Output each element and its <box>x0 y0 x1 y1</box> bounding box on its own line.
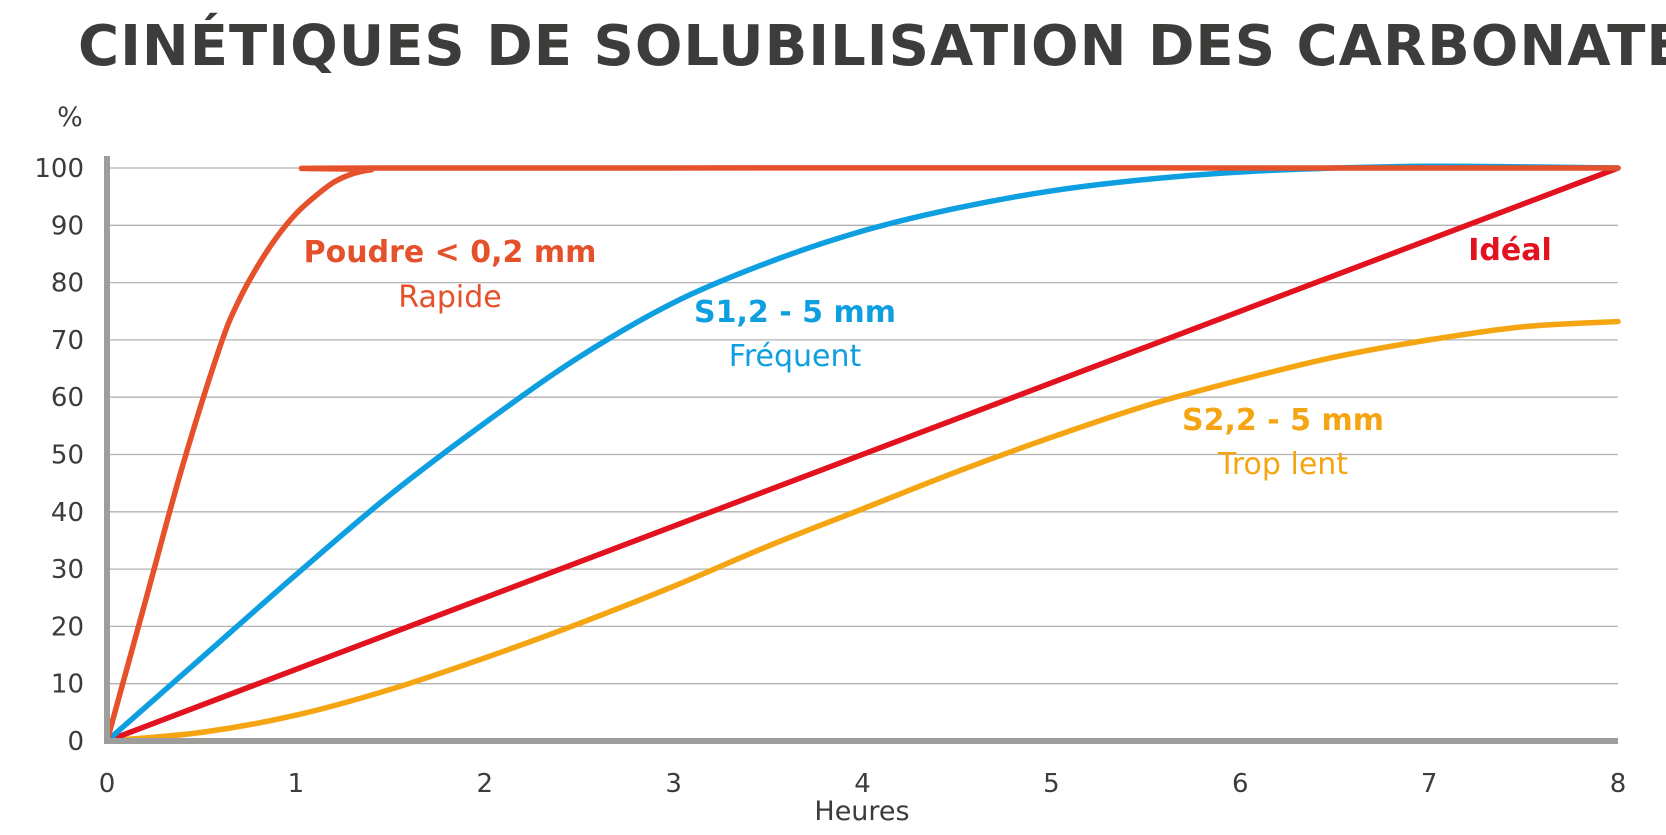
x-tick-label: 8 <box>1610 769 1627 799</box>
y-tick-label: 20 <box>51 612 84 642</box>
y-tick-label: 90 <box>51 211 84 241</box>
page-title: CINÉTIQUES DE SOLUBILISATION DES CARBONA… <box>78 14 1666 79</box>
x-tick-label: 2 <box>476 769 493 799</box>
x-tick-label: 5 <box>1043 769 1060 799</box>
series-line-s22 <box>104 318 1621 744</box>
s22-sublabel: Trop lent <box>1217 447 1348 482</box>
x-tick-label: 3 <box>665 769 682 799</box>
x-axis-title: Heures <box>814 796 909 827</box>
y-tick-label: 50 <box>51 441 84 471</box>
tick-labels: 0 10 20 30 40 50 60 70 80 90 100 0 1 2 3 4 5 6 7 8 <box>34 154 1626 799</box>
y-tick-label: 30 <box>51 555 84 585</box>
s12-sublabel: Fréquent <box>729 339 862 374</box>
poudre-label: Poudre < 0,2 mm <box>304 235 597 270</box>
y-tick-label: 100 <box>34 154 84 184</box>
x-tick-label: 4 <box>854 769 871 799</box>
x-tick-label: 6 <box>1232 769 1249 799</box>
axes <box>104 156 1618 744</box>
series-line-poudre <box>104 165 1621 744</box>
series-line-ideal <box>104 165 1621 744</box>
y-axis-title: % <box>57 102 83 133</box>
y-tick-label: 10 <box>51 670 84 700</box>
s22-label: S2,2 - 5 mm <box>1182 403 1384 438</box>
series-lines <box>104 163 1621 744</box>
y-tick-label: 60 <box>51 383 84 413</box>
y-tick-label: 80 <box>51 269 84 299</box>
x-tick-label: 1 <box>288 769 305 799</box>
y-tick-label: 70 <box>51 326 84 356</box>
y-tick-label: 0 <box>67 727 84 757</box>
x-tick-label: 0 <box>99 769 116 799</box>
poudre-sublabel: Rapide <box>398 280 501 315</box>
s12-label: S1,2 - 5 mm <box>694 295 896 330</box>
y-tick-label: 40 <box>51 498 84 528</box>
x-tick-label: 7 <box>1421 769 1438 799</box>
ideal-label: Idéal <box>1468 233 1552 268</box>
